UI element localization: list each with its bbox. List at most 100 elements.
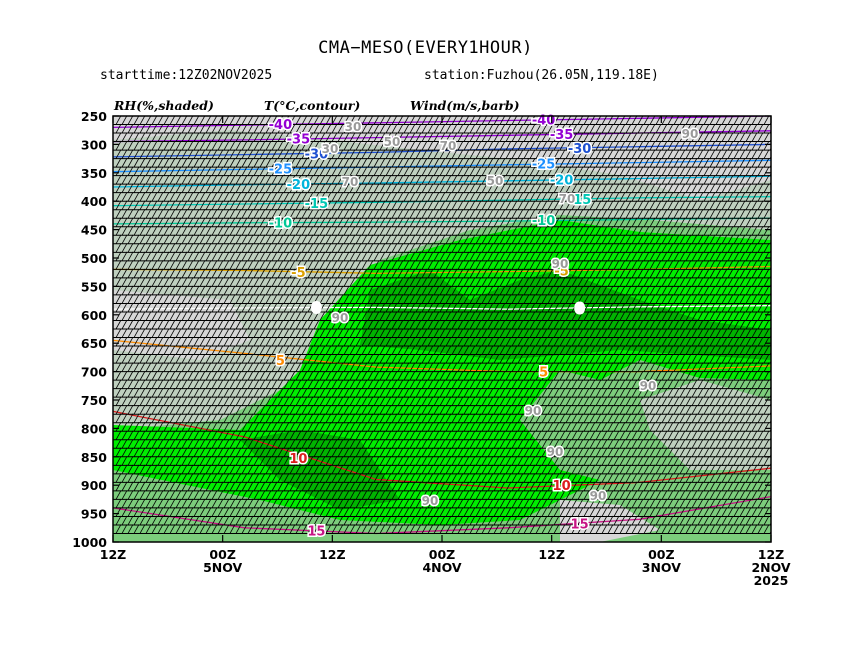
x-tick-label: 3NOV [642,560,681,575]
wind-barb-flags [115,209,771,219]
x-tick-label: 00Z [429,547,455,562]
legend-temperature: T(°C,contour) [264,98,361,113]
rh-contour-label: 90 [422,494,439,508]
wind-barb-flags [115,328,771,338]
rh-contour-label: 90 [590,489,607,503]
wind-barb-flags [115,285,771,296]
temperature-contour-label: 15 [571,518,589,533]
wind-barb-flags [115,319,771,330]
temperature-contour-line [113,217,771,225]
temperature-contour-label: 0 [312,302,321,317]
pressure-axis: 2503003504004505005506006507007508008509… [72,109,771,550]
wind-barb-flags [115,243,771,253]
y-tick-label: 900 [81,478,107,493]
temperature-contour-line [113,410,771,489]
temperature-contour-label: 5 [276,354,285,369]
y-tick-label: 250 [81,109,107,124]
wind-barb-flags [115,345,771,355]
wind-barb-flags [115,251,771,262]
rh-contour-label: 90 [682,127,699,141]
legend-rh: RH(%,shaded) [114,98,214,113]
temperature-contour-line [113,159,771,173]
wind-barb-flags [115,217,771,227]
wind-barb-flags [115,192,771,202]
x-tick-label: 2NOV [751,560,790,575]
wind-barb-flags [115,370,771,381]
temperature-contour-label: -25 [532,158,556,173]
rh-region [640,380,771,470]
temperature-contour-label: -30 [305,147,329,162]
rh-contour-label: 90 [547,445,564,459]
temperature-contour-label: -5 [554,264,568,279]
wind-barb-flags [115,123,771,134]
y-tick-label: 600 [81,308,107,323]
wind-barb-flags [115,498,771,509]
wind-barb-flags [115,353,771,364]
wind-barb-flags [115,200,771,210]
temperature-contour-label: 10 [553,479,571,494]
rh-contour-label: 30 [345,120,362,134]
y-tick-label: 550 [81,279,107,294]
wind-barb-flags [115,268,771,279]
y-tick-label: 950 [81,507,107,522]
rh-contour-label: 90 [332,311,349,325]
temperature-contour-label: 0 [575,302,584,317]
x-tick-label: 12Z [100,547,126,562]
temperature-contour-label: 5 [539,366,548,381]
wind-barb-flags [115,473,771,483]
wind-barb-flags [115,413,771,423]
x-tick-label: 2025 [754,573,789,588]
x-tick-label: 00Z [209,547,235,562]
wind-barb-flags [115,439,771,449]
wind-barb-flags [115,481,771,492]
wind-barb-flags [115,302,771,313]
contour-labels: -40 -40-35 -35-30 -30-25 -25-20 -20-15 -15-10-… [267,112,700,541]
y-tick-label: 500 [81,251,107,266]
x-tick-label: 4NOV [422,560,461,575]
temperature-contour-label: -25 [269,162,293,177]
chart-title: CMA−MESO(EVERY1HOUR) [318,38,533,58]
x-tick-label: 5NOV [203,560,242,575]
y-tick-label: 850 [81,450,107,465]
wind-barb-flags [115,174,771,185]
temperature-contour-label: -35 [287,133,311,148]
wind-barb-flags [115,183,771,193]
y-tick-label: 450 [81,223,107,238]
x-tick-label: 00Z [648,547,674,562]
wind-barb-flags [115,311,771,321]
x-tick-label: 12Z [319,547,345,562]
rh-contour-label: 90 [640,379,657,393]
temperature-contour-label: -20 [550,174,574,189]
wind-barb-flags [115,464,771,475]
wind-barb-flags [115,336,771,347]
wind-barb-flags [115,515,771,526]
temperature-contour-label: -35 [550,128,574,143]
y-tick-label: 750 [81,393,107,408]
wind-barb-flags [115,294,771,304]
rh-region [113,290,250,360]
temperature-contour-label: -5 [291,266,305,281]
temperature-contour-label: -30 [568,142,592,157]
y-tick-label: 300 [81,137,107,152]
wind-barb-flags [115,149,771,159]
wind-barb-flags [115,379,771,389]
rh-contour-label: 70 [559,192,576,206]
rh-contour-label: 90 [552,257,569,271]
temperature-contour-label: 15 [307,525,325,540]
rh-contour-label: 50 [384,135,401,149]
wind-barb-flags [115,422,771,432]
wind-barb-flags [115,226,771,236]
rh-contour-label: 90 [525,404,542,418]
wind-barb-flags [115,447,771,457]
wind-barb-flags [115,490,771,500]
y-tick-label: 700 [81,365,107,380]
wind-barb-flags [115,456,771,466]
wind-barb-flags [115,405,771,415]
temperature-contour-label: -40 [269,118,293,133]
wind-barb-flags [115,362,771,372]
y-tick-label: 350 [81,166,107,181]
y-tick-label: 1000 [72,535,107,550]
wind-barb-flags [115,387,771,398]
station-label: station:Fuzhou(26.05N,119.18E) [424,68,659,83]
